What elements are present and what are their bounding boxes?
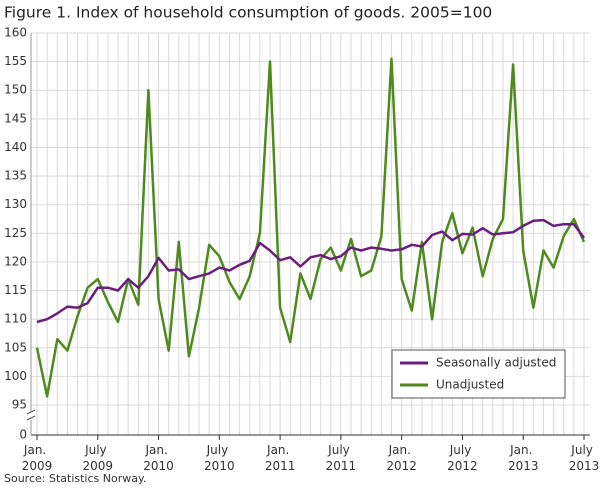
chart-title: Figure 1. Index of household consumption… (4, 4, 492, 22)
x-tick-label: Jan. 2011 (265, 443, 296, 473)
y-tick-label: 140 (4, 140, 27, 154)
x-tick-label: July 2011 (326, 443, 357, 473)
x-tick-label: Jan. 2013 (508, 443, 539, 473)
y-tick-label: 150 (4, 83, 27, 97)
y-tick-label: 100 (4, 369, 27, 383)
y-tick-label: 155 (4, 54, 27, 68)
x-tick-label: July 2012 (447, 443, 478, 473)
y-tick-label: 0 (19, 428, 27, 442)
y-tick-label: 145 (4, 111, 27, 125)
y-tick-label: 115 (4, 283, 27, 297)
y-tick-label: 125 (4, 226, 27, 240)
y-tick-label: 160 (4, 26, 27, 40)
x-tick-label: Jan. 2010 (143, 443, 174, 473)
legend-label: Seasonally adjusted (436, 356, 556, 370)
legend-box (391, 349, 566, 399)
y-tick-label: 110 (4, 312, 27, 326)
y-tick-label: 135 (4, 169, 27, 183)
x-tick-label: July 2009 (83, 443, 114, 473)
y-tick-label: 120 (4, 254, 27, 268)
source: Source: Statistics Norway. (4, 472, 146, 485)
x-tick-label: Jan. 2009 (22, 443, 53, 473)
x-tick-label: July 2010 (204, 443, 235, 473)
legend-label: Unadjusted (436, 378, 504, 392)
data-line (36, 218, 586, 324)
axis-break-gap (27, 412, 35, 420)
x-tick-label: July 2013 (569, 443, 600, 473)
y-tick-label: 105 (4, 340, 27, 354)
y-tick-label: 95 (12, 398, 27, 412)
x-tick-label: Jan. 2012 (386, 443, 417, 473)
y-tick-label: 130 (4, 197, 27, 211)
axis-break (26, 409, 36, 421)
